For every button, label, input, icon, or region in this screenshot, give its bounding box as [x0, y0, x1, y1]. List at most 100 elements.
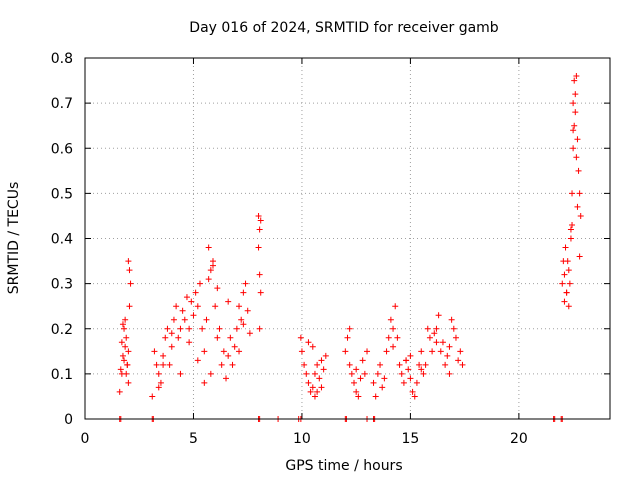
data-point [311, 370, 318, 377]
data-point [455, 357, 462, 364]
data-point [125, 348, 132, 355]
data-point [229, 361, 236, 368]
y-tick-label: 0.3 [51, 277, 73, 293]
data-point [452, 334, 459, 341]
data-point [257, 289, 264, 296]
data-point [256, 271, 263, 278]
data-point [207, 267, 214, 274]
data-point [320, 366, 327, 373]
data-point [157, 379, 164, 386]
data-point [346, 325, 353, 332]
data-point [374, 370, 381, 377]
data-point [194, 303, 201, 310]
data-point [437, 348, 444, 355]
data-point [377, 361, 384, 368]
data-point [240, 289, 247, 296]
data-point [121, 357, 128, 364]
data-point [435, 312, 442, 319]
data-point [179, 307, 186, 314]
data-point [186, 339, 193, 346]
data-point [418, 348, 425, 355]
data-point [236, 348, 243, 355]
data-point [305, 379, 312, 386]
data-point [361, 370, 368, 377]
data-point [183, 294, 190, 301]
data-point [188, 298, 195, 305]
data-point [570, 100, 577, 107]
y-tick-label: 0.7 [51, 96, 73, 112]
data-point [256, 226, 263, 233]
data-point [175, 334, 182, 341]
data-point [390, 325, 397, 332]
data-point [446, 370, 453, 377]
data-point [431, 330, 438, 337]
x-tick-label: 10 [293, 431, 311, 447]
data-point [439, 339, 446, 346]
data-point [561, 298, 568, 305]
data-point [318, 384, 325, 391]
data-point [418, 366, 425, 373]
data-point [177, 370, 184, 377]
data-point [394, 334, 401, 341]
data-point [433, 339, 440, 346]
data-point [390, 343, 397, 350]
data-point [446, 343, 453, 350]
y-tick-label: 0 [64, 412, 73, 428]
y-tick-label: 0.5 [51, 186, 73, 202]
data-point [199, 325, 206, 332]
data-point [122, 316, 129, 323]
data-point [309, 384, 316, 391]
data-point [424, 325, 431, 332]
data-point [348, 370, 355, 377]
data-point [218, 361, 225, 368]
data-point [246, 330, 253, 337]
data-point [214, 285, 221, 292]
data-point [392, 303, 399, 310]
data-point [571, 122, 578, 129]
data-point [225, 352, 232, 359]
data-point [205, 276, 212, 283]
data-point [190, 312, 197, 319]
data-point [405, 366, 412, 373]
data-point [433, 325, 440, 332]
data-point [576, 253, 583, 260]
data-point [240, 321, 247, 328]
data-point [429, 348, 436, 355]
data-point [316, 375, 323, 382]
data-point [442, 361, 449, 368]
data-point [450, 325, 457, 332]
data-point [573, 73, 580, 80]
data-point [242, 280, 249, 287]
data-point [342, 348, 349, 355]
data-point [385, 334, 392, 341]
data-point [227, 334, 234, 341]
data-point [561, 271, 568, 278]
data-point [383, 348, 390, 355]
data-point [164, 325, 171, 332]
data-point [314, 361, 321, 368]
data-point [574, 203, 581, 210]
data-point [201, 348, 208, 355]
data-point [301, 361, 308, 368]
data-point [119, 321, 126, 328]
data-point [173, 303, 180, 310]
data-point [355, 393, 362, 400]
data-point [353, 388, 360, 395]
data-point [559, 280, 566, 287]
data-point [303, 370, 310, 377]
data-point [123, 370, 130, 377]
data-point [125, 258, 132, 265]
data-point [357, 375, 364, 382]
data-point [359, 357, 366, 364]
data-point [387, 316, 394, 323]
data-point [194, 357, 201, 364]
data-point [123, 334, 130, 341]
data-point [205, 244, 212, 251]
data-point [127, 280, 134, 287]
data-point [160, 352, 167, 359]
chart-title: Day 016 of 2024, SRMTID for receiver gam… [189, 20, 499, 36]
data-point [118, 339, 125, 346]
x-tick-label: 15 [401, 431, 419, 447]
data-point [126, 303, 133, 310]
